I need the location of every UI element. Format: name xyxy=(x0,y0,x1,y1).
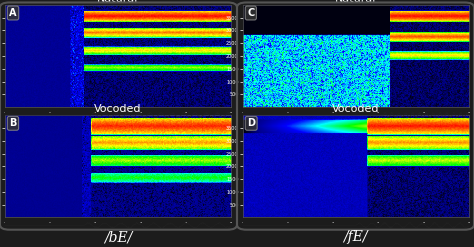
Text: A: A xyxy=(9,8,17,18)
Text: D: D xyxy=(247,118,255,128)
Text: /bE/: /bE/ xyxy=(104,230,133,244)
Text: B: B xyxy=(9,118,17,128)
Text: /fE/: /fE/ xyxy=(343,230,368,244)
Title: Natural: Natural xyxy=(335,0,377,4)
Title: Natural: Natural xyxy=(97,0,139,4)
Title: Vocoded: Vocoded xyxy=(332,104,380,114)
Text: C: C xyxy=(247,8,255,18)
Title: Vocoded: Vocoded xyxy=(94,104,142,114)
